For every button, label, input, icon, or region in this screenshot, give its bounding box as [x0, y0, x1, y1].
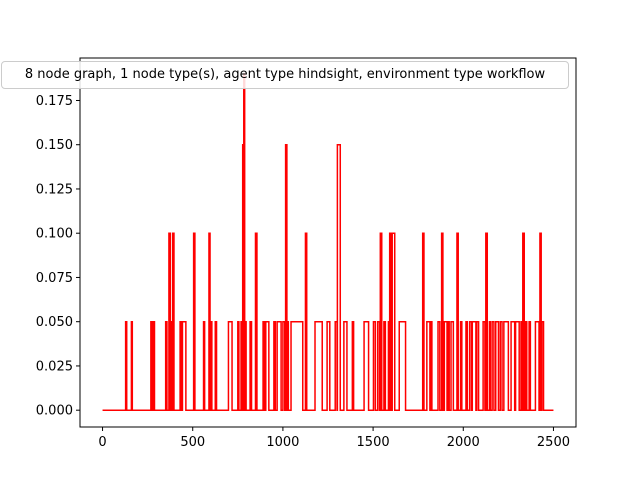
x-tick-label: 1500	[357, 435, 390, 450]
chart-title: 8 node graph, 1 node type(s), agent type…	[24, 67, 546, 82]
y-tick-label: 0.100	[36, 227, 73, 242]
x-tick-label: 2500	[537, 435, 570, 450]
y-tick-label: 0.075	[36, 271, 73, 286]
chart-title-box: 8 node graph, 1 node type(s), agent type…	[1, 61, 569, 89]
y-tick-label: 0.150	[36, 138, 73, 153]
y-tick-label: 0.000	[36, 404, 73, 419]
x-tick-label: 2000	[447, 435, 480, 450]
y-tick-label: 0.025	[36, 359, 73, 374]
x-tick-label: 0	[98, 435, 106, 450]
y-axis: 0.000 0.025 0.050 0.075 0.100 0.125 0.150 0.175	[36, 94, 80, 419]
x-tick-label: 500	[180, 435, 205, 450]
x-tick-label: 1000	[266, 435, 299, 450]
series-line	[102, 73, 554, 411]
y-tick-label: 0.175	[36, 94, 73, 109]
plot-area	[102, 73, 554, 411]
axes-frame	[79, 57, 577, 428]
y-tick-label: 0.125	[36, 182, 73, 197]
y-tick-label: 0.050	[36, 315, 73, 330]
x-axis: 0 500 1000 1500 2000 2500	[98, 427, 570, 450]
